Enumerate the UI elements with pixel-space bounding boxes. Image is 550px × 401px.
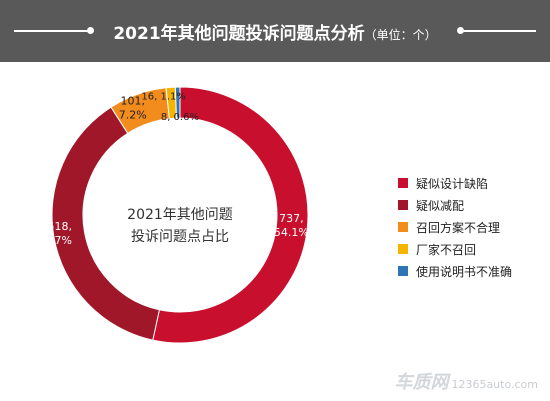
legend-item-5: 使用说明书不准确 [398,261,512,281]
donut-slice-1 [152,86,309,344]
data-label-value-1: 737, [279,212,304,225]
donut-center-label: 2021年其他问题 投诉问题点占比 [125,204,235,248]
donut-slice-5 [174,86,181,119]
legend-label: 厂家不召回 [416,242,477,257]
center-label-line-1: 2021年其他问题 [127,207,233,223]
legend-swatch [398,266,408,276]
header-left-line [14,30,90,32]
legend: 疑似设计缺陷 疑似减配召回方案不合理 厂家不召回使用说明书不准确 [398,173,512,283]
data-labels: 737,54.1% 518,37% 101,7.2% 16, 1.1% 8, 0.6% [48,91,309,246]
center-label-line-2: 投诉问题点占比 [131,229,229,245]
watermark-brand: 车质网 [394,372,449,393]
chart-unit-text: （单位：个） [364,28,437,42]
donut-slice-2 [51,106,160,341]
legend-label: 疑似减配 [416,198,465,213]
chart-title: 2021年其他问题投诉问题点分析（单位：个） [0,19,550,44]
header-bar: 2021年其他问题投诉问题点分析（单位：个） [0,0,550,62]
header-right-line [460,30,536,32]
legend-item-2: 疑似减配 [398,195,512,215]
data-label-percent-3: 7.2% [119,108,147,121]
data-label-4: 16, 1.1% [141,91,186,102]
legend-item-1: 疑似设计缺陷 [398,173,512,193]
legend-swatch [398,244,408,254]
data-label-percent-1: 54.1% [274,226,309,239]
watermark-site: 12365auto.com [451,378,538,391]
legend-label: 疑似设计缺陷 [416,176,489,191]
data-label-value-2: 518, [48,220,73,233]
legend-swatch [398,222,408,232]
chart-title-text: 2021年其他问题投诉问题点分析 [113,24,365,44]
legend-swatch [398,178,408,188]
data-label-value-3: 101, [120,94,145,107]
header-left-dot [87,27,94,34]
data-label-5: 8, 0.6% [161,112,199,123]
donut-slices [51,86,309,344]
legend-label: 召回方案不合理 [416,220,501,235]
watermark: 车质网 12365auto.com [394,368,538,394]
legend-label: 使用说明书不准确 [416,264,513,279]
data-label-percent-2: 37% [48,234,72,247]
legend-swatch [398,200,408,210]
legend-item-4: 厂家不召回 [398,239,512,259]
legend-item-3: 召回方案不合理 [398,217,512,237]
donut-chart: 737,54.1% 518,37% 101,7.2% 16, 1.1% 8, 0.6% [48,86,309,344]
header-right-dot [457,27,464,34]
